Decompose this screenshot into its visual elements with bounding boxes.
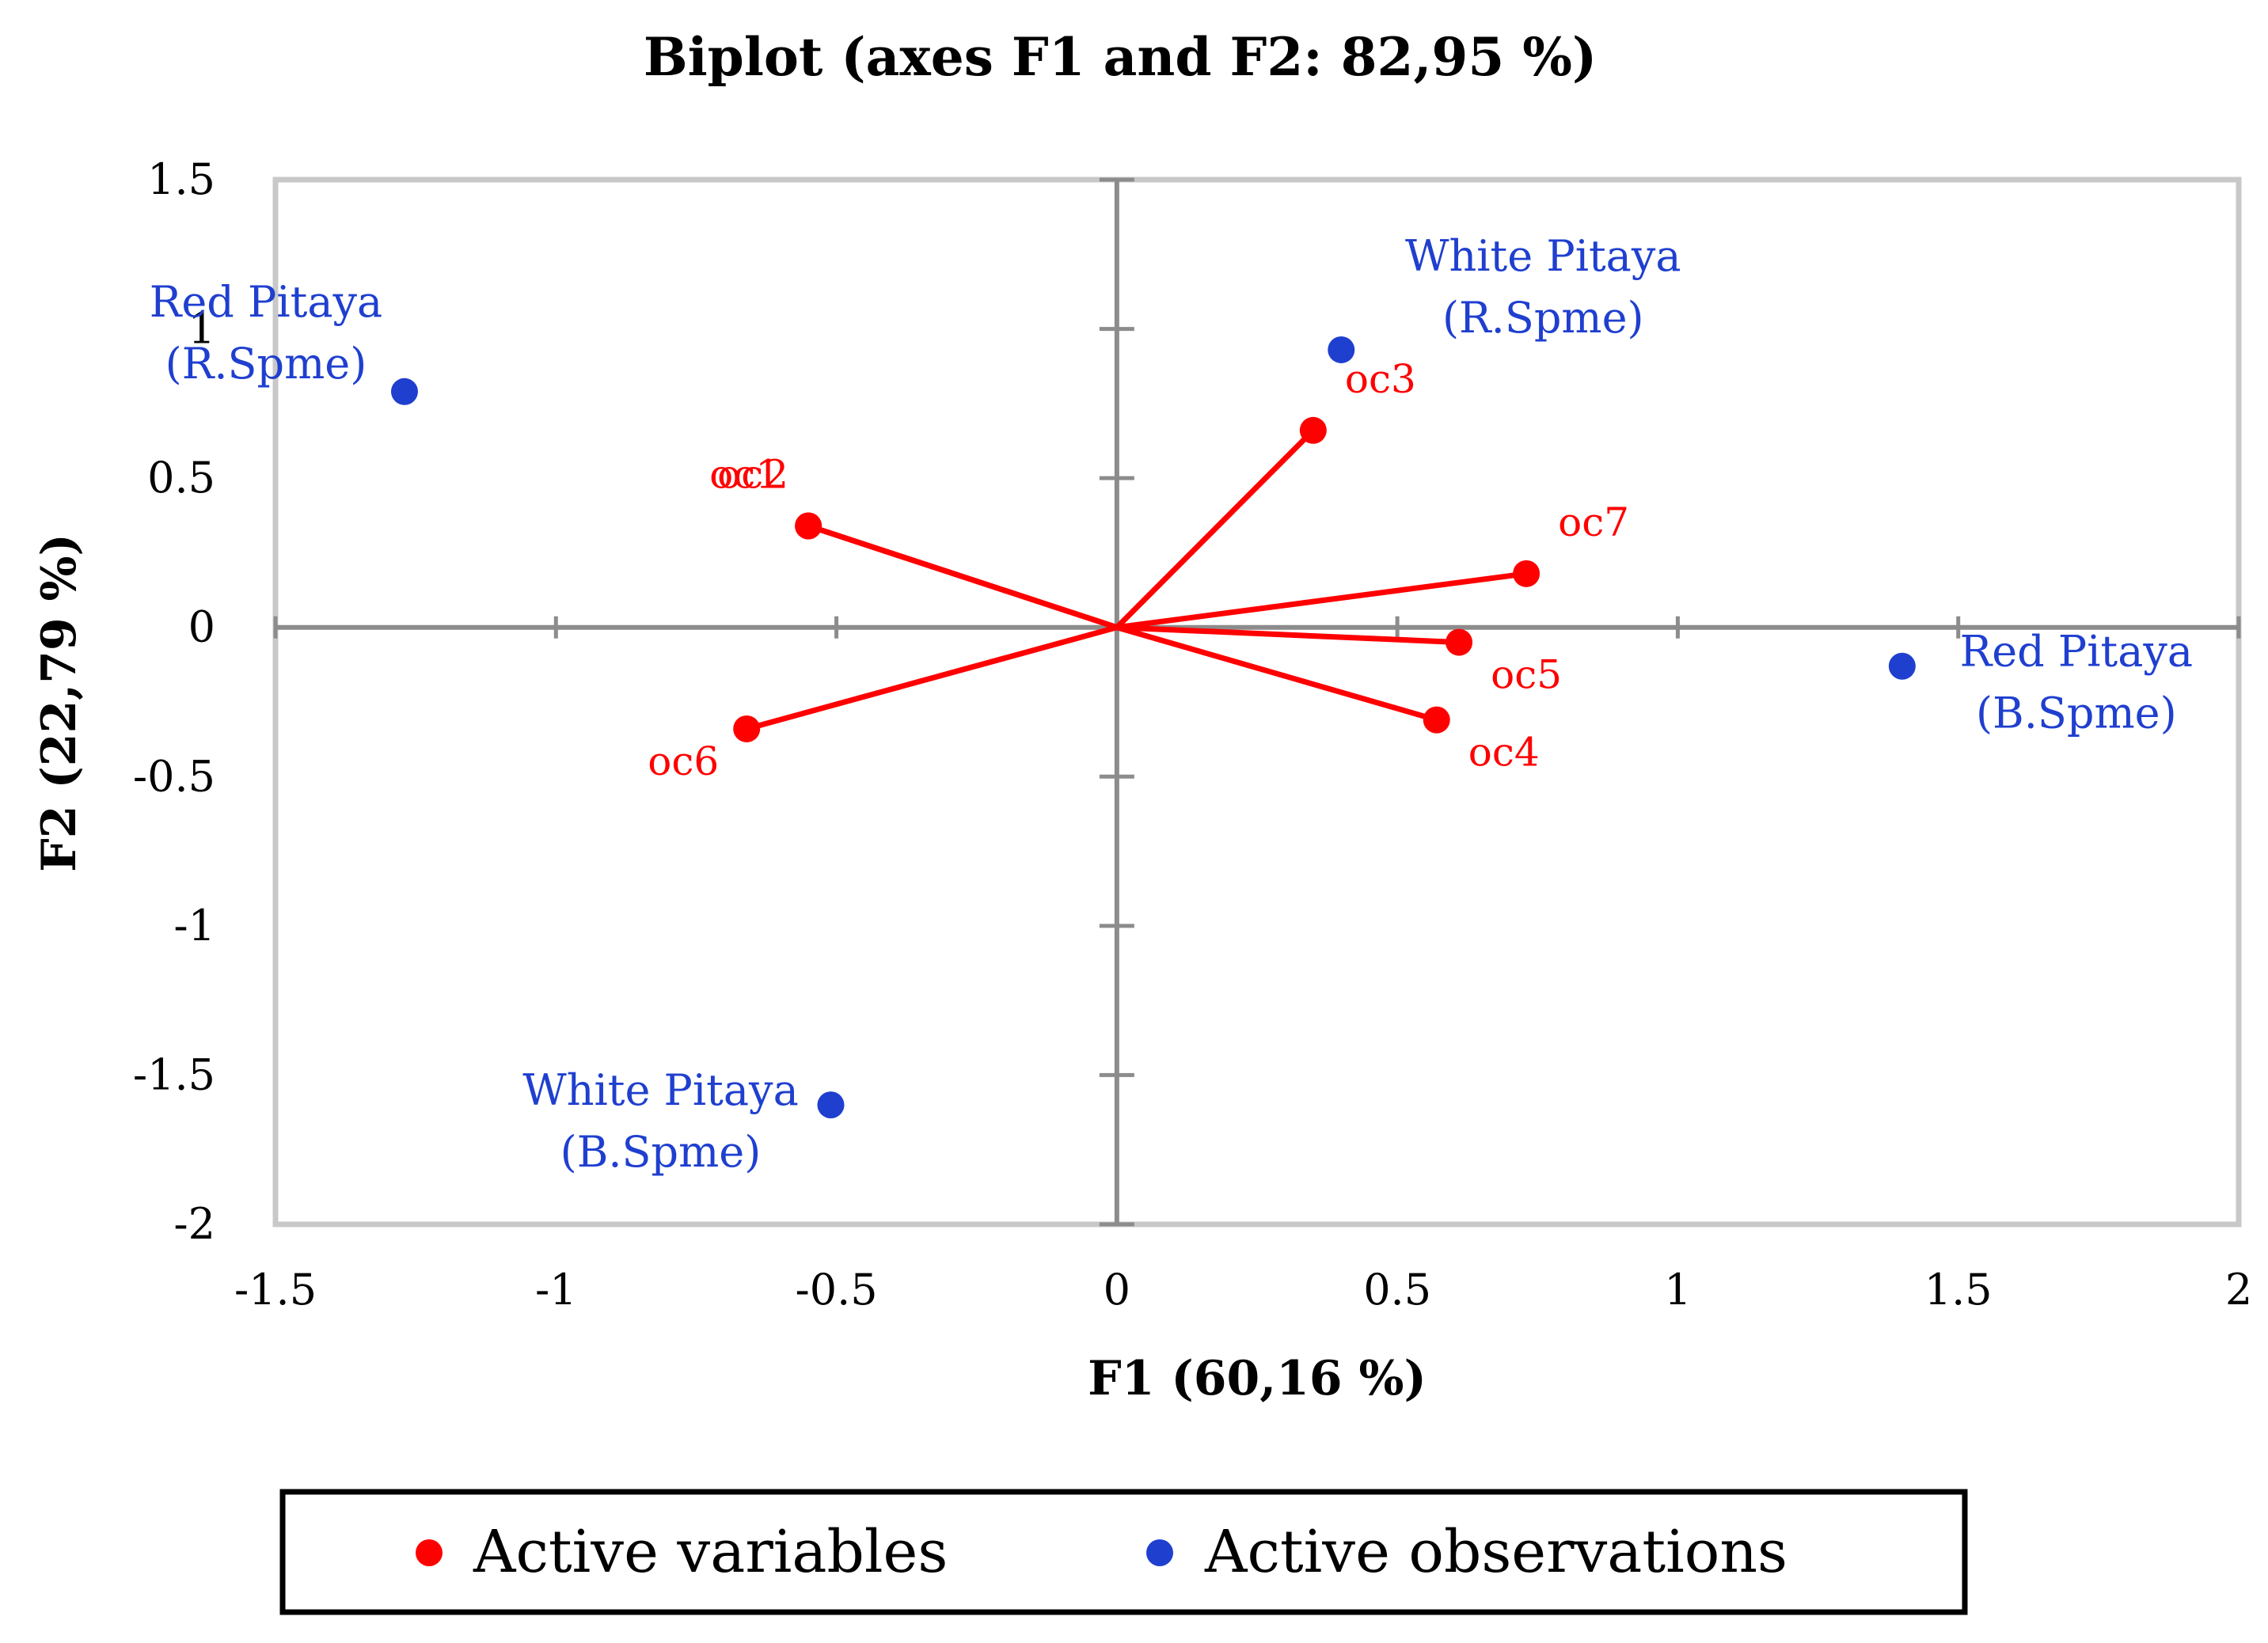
x-tick-label: -0.5 [796, 1265, 878, 1315]
variable-point-oc2 [795, 512, 822, 540]
y-axis-label: F2 (22,79 %) [32, 533, 87, 872]
axes-group [273, 177, 2241, 1227]
x-tick-label: 1 [1664, 1265, 1691, 1315]
variable-label-oc7: oc7 [1558, 499, 1629, 545]
variable-label-oc6: oc6 [648, 738, 719, 784]
variable-point-oc6 [733, 715, 761, 742]
x-tick-label: 2 [2225, 1265, 2252, 1315]
observation-label-red-pitaya-r-spme: Red Pitaya (R.Spme) [150, 277, 383, 389]
x-tick-label: -1 [535, 1265, 577, 1315]
legend: Active variables Active observations [279, 1489, 1968, 1615]
vector-oc7 [1116, 571, 1527, 631]
observation-points: Red Pitaya (R.Spme) White Pitaya (R.Spme) Re… [150, 231, 2193, 1177]
legend-marker-active-variables [416, 1539, 443, 1566]
variable-point-oc4 [1423, 706, 1450, 734]
observation-point-white-pitaya-r-spme [1328, 336, 1355, 363]
observation-label-white-pitaya-r-spme: White Pitaya (R.Spme) [1405, 231, 1681, 343]
y-tick-label: -1 [173, 901, 215, 951]
variable-point-oc7 [1513, 560, 1540, 587]
y-tick-label: 0.5 [147, 453, 215, 503]
y-tick-label: 1 [188, 304, 215, 354]
variable-label-oc2: oc2 [717, 451, 788, 497]
y-tick-label: -1.5 [133, 1049, 215, 1099]
legend-marker-active-observations [1146, 1539, 1173, 1566]
x-tick-label: 1.5 [1924, 1265, 1993, 1315]
observation-point-red-pitaya-b-spme [1888, 652, 1916, 680]
tick-labels: -1.5 -1 -0.5 0 0.5 1 1.5 2 1.5 1 0.5 0 -0.5 -1 -1.5 -2 [133, 154, 2252, 1315]
y-tick-label: 0 [188, 602, 215, 652]
observation-point-red-pitaya-r-spme [390, 378, 418, 405]
x-tick-label: 0 [1104, 1265, 1130, 1315]
vector-oc4 [1115, 624, 1438, 723]
variable-point-oc3 [1299, 416, 1327, 444]
y-tick-label: -0.5 [133, 751, 215, 801]
legend-box [279, 1489, 1968, 1615]
observation-label-white-pitaya-b-spme: White Pitaya (B.Spme) [522, 1065, 799, 1177]
vector-oc6 [746, 624, 1118, 732]
vector-oc5 [1116, 624, 1460, 646]
x-tick-label: 0.5 [1363, 1265, 1431, 1315]
legend-label-active-variables: Active variables [473, 1518, 948, 1586]
vector-oc3 [1115, 428, 1316, 630]
variable-label-oc1: oc1 [709, 451, 781, 497]
x-axis-label: F1 (60,16 %) [1088, 1351, 1427, 1406]
chart-title: Biplot (axes F1 and F2: 82,95 %) [644, 26, 1597, 88]
y-tick-label: -2 [173, 1199, 215, 1249]
observation-label-red-pitaya-b-spme: Red Pitaya (B.Spme) [1960, 627, 2194, 738]
variable-label-oc4: oc4 [1468, 730, 1540, 776]
variable-label-oc5: oc5 [1491, 652, 1562, 698]
observation-point-white-pitaya-b-spme [817, 1091, 845, 1119]
variable-label-oc3: oc3 [1345, 356, 1416, 402]
vector-oc2 [807, 523, 1118, 631]
legend-label-active-observations: Active observations [1204, 1518, 1787, 1586]
variable-point-oc5 [1446, 628, 1473, 656]
y-tick-label: 1.5 [147, 154, 215, 204]
x-tick-label: -1.5 [234, 1265, 317, 1315]
plot-area [272, 176, 2242, 1228]
